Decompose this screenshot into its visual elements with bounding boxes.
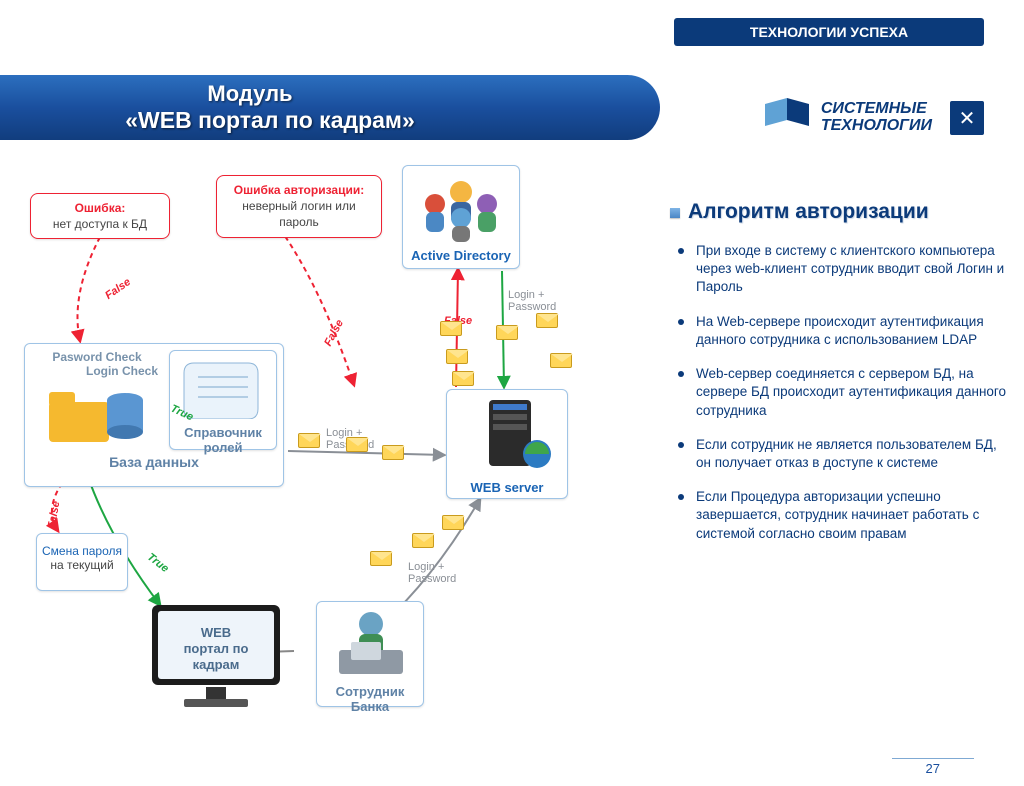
envelope-icon	[382, 445, 404, 460]
envelope-icon	[452, 371, 474, 386]
edge-label: False	[46, 500, 63, 530]
auth-diagram: Ошибка: нет доступа к БД Ошибка авториза…	[10, 165, 650, 765]
right-panel: Алгоритм авторизации При входе в систему…	[670, 200, 1010, 559]
server-icon	[451, 394, 563, 474]
svg-text:кадрам: кадрам	[193, 657, 240, 672]
bullet-item: Web-сервер соединяется с сервером БД, на…	[696, 365, 1010, 420]
logo-mark-icon	[765, 95, 811, 141]
envelope-icon	[346, 437, 368, 452]
monitor-icon: WEB портал по кадрам	[136, 599, 306, 715]
node-active-directory: Active Directory	[402, 165, 520, 269]
title-line-1: Модуль	[70, 81, 430, 107]
edge-label: Login + Password	[508, 289, 572, 313]
bullet-item: Если Процедура авторизации успешно завер…	[696, 488, 1010, 543]
envelope-icon	[496, 325, 518, 340]
logo-text: СИСТЕМНЫЕ ТЕХНОЛОГИИ	[821, 101, 932, 135]
login-check-label: Login Check	[81, 364, 163, 378]
envelope-icon	[442, 515, 464, 530]
svg-text:портал по: портал по	[184, 641, 249, 656]
edge-label: False	[103, 276, 133, 302]
employee-icon	[321, 606, 419, 678]
envelope-icon	[298, 433, 320, 448]
envelope-icon	[440, 321, 462, 336]
node-password-change: Смена пароля на текущий	[36, 533, 128, 591]
edge-label: False	[322, 318, 346, 348]
envelope-icon	[370, 551, 392, 566]
error-db-access: Ошибка: нет доступа к БД	[30, 193, 170, 239]
folder-db-icon	[41, 378, 153, 448]
edge-label: True	[145, 551, 171, 575]
envelope-icon	[550, 353, 572, 368]
title-line-2: «WEB портал по кадрам»	[20, 107, 520, 134]
node-web-server: WEB server	[446, 389, 568, 499]
node-employee: Сотрудник Банка	[316, 601, 424, 707]
heading-bullet-icon	[670, 208, 680, 218]
bullet-list: При входе в систему с клиентского компью…	[670, 242, 1010, 543]
envelope-icon	[412, 533, 434, 548]
logo-badge-icon: ✕	[950, 101, 984, 135]
page-number: 27	[892, 758, 974, 778]
node-database-group: Pasword Check Login Check Справочник рол…	[24, 343, 284, 487]
envelope-icon	[446, 349, 468, 364]
company-logo: СИСТЕМНЫЕ ТЕХНОЛОГИИ ✕	[765, 95, 984, 141]
bullet-item: На Web-сервере происходит аутентификация…	[696, 313, 1010, 349]
bullet-item: Если сотрудник не является пользователем…	[696, 436, 1010, 472]
envelope-icon	[536, 313, 558, 328]
top-banner: ТЕХНОЛОГИИ УСПЕХА	[674, 18, 984, 46]
node-roles-reference: Справочник ролей	[169, 350, 277, 450]
error-auth: Ошибка авторизации: неверный логин или п…	[216, 175, 382, 238]
right-heading: Алгоритм авторизации	[670, 200, 1010, 224]
users-group-icon	[407, 170, 515, 242]
bullet-item: При входе в систему с клиентского компью…	[696, 242, 1010, 297]
node-web-portal: WEB портал по кадрам	[132, 595, 302, 711]
edge-label: Login + Password	[408, 561, 472, 585]
svg-text:WEB: WEB	[201, 625, 231, 640]
password-check-label: Pasword Check	[31, 350, 163, 364]
title-bar: Модуль «WEB портал по кадрам»	[0, 75, 660, 140]
